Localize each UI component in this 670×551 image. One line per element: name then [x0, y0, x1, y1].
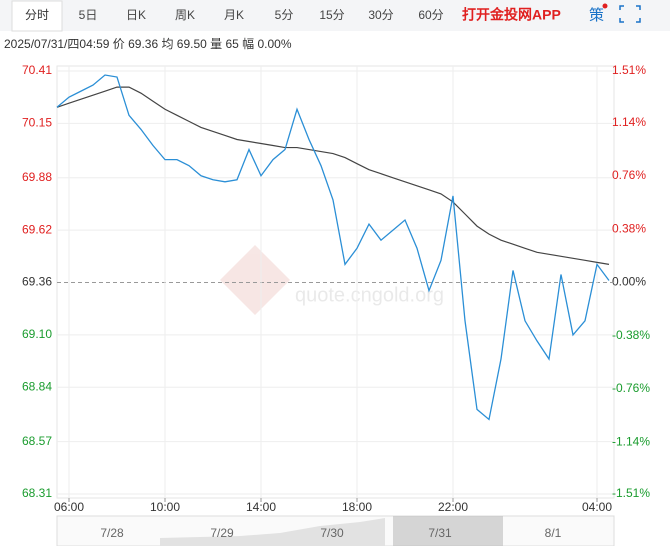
tab[interactable]: 60分: [418, 8, 443, 22]
watermark: AU quote.cngold.org: [220, 245, 444, 315]
navigator-label: 8/1: [545, 526, 562, 540]
navigator-label: 7/29: [210, 526, 234, 540]
tab[interactable]: 分时: [25, 8, 49, 22]
x-tick-label: 14:00: [246, 500, 276, 514]
tab-bar: [0, 0, 670, 31]
info-line: 2025/07/31/四04:59 价 69.36 均 69.50 量 65 幅…: [4, 36, 292, 51]
y2-tick-label: 0.00%: [612, 275, 646, 289]
fullscreen-button[interactable]: [619, 5, 641, 23]
tab[interactable]: 周K: [175, 8, 195, 22]
y2-tick-label: -1.51%: [612, 486, 650, 500]
y2-tick-label: 1.51%: [612, 63, 646, 77]
tab[interactable]: 30分: [368, 8, 393, 22]
x-tick-label: 06:00: [54, 500, 84, 514]
y-tick-label: 69.10: [22, 327, 52, 341]
navigator-label: 7/28: [100, 526, 124, 540]
navigator-label: 7/31: [428, 526, 452, 540]
tab[interactable]: 5日: [79, 8, 98, 22]
x-tick-label: 10:00: [150, 500, 180, 514]
navigator-label: 7/30: [320, 526, 344, 540]
tab[interactable]: 月K: [224, 8, 244, 22]
y-tick-label: 70.15: [22, 116, 52, 130]
y-tick-label: 68.57: [22, 434, 52, 448]
y-tick-label: 68.84: [22, 379, 52, 393]
strategy-button[interactable]: 策: [589, 7, 604, 24]
y2-tick-label: 1.14%: [612, 115, 646, 129]
y2-tick-label: -0.38%: [612, 328, 650, 342]
navigator-area: [160, 518, 385, 546]
y2-tick-label: -0.76%: [612, 381, 650, 395]
y2-tick-label: -1.14%: [612, 434, 650, 448]
tab[interactable]: 5分: [275, 8, 294, 22]
y2-tick-label: 0.38%: [612, 221, 646, 235]
y2-tick-label: 0.76%: [612, 168, 646, 182]
average-line: [56, 86, 610, 265]
y-tick-label: 69.36: [22, 275, 52, 289]
y-tick-label: 69.88: [22, 170, 52, 184]
y-tick-label: 70.41: [22, 63, 52, 77]
x-tick-label: 22:00: [438, 500, 468, 514]
y-tick-label: 69.62: [22, 222, 52, 236]
y-tick-label: 68.31: [22, 486, 52, 500]
navigator-window[interactable]: [393, 516, 503, 546]
tab[interactable]: 15分: [319, 8, 344, 22]
price-line: [56, 74, 610, 421]
active-tab: [11, 0, 63, 32]
badge: [602, 3, 608, 9]
x-tick-label: 18:00: [342, 500, 372, 514]
watermark-brand: AU: [242, 287, 264, 304]
app-link[interactable]: 打开金投网APP: [462, 7, 561, 23]
tab[interactable]: 日K: [126, 8, 146, 22]
plot-frame: [56, 65, 615, 499]
x-tick-label: 04:00: [582, 500, 612, 514]
watermark-url: quote.cngold.org: [295, 284, 444, 306]
